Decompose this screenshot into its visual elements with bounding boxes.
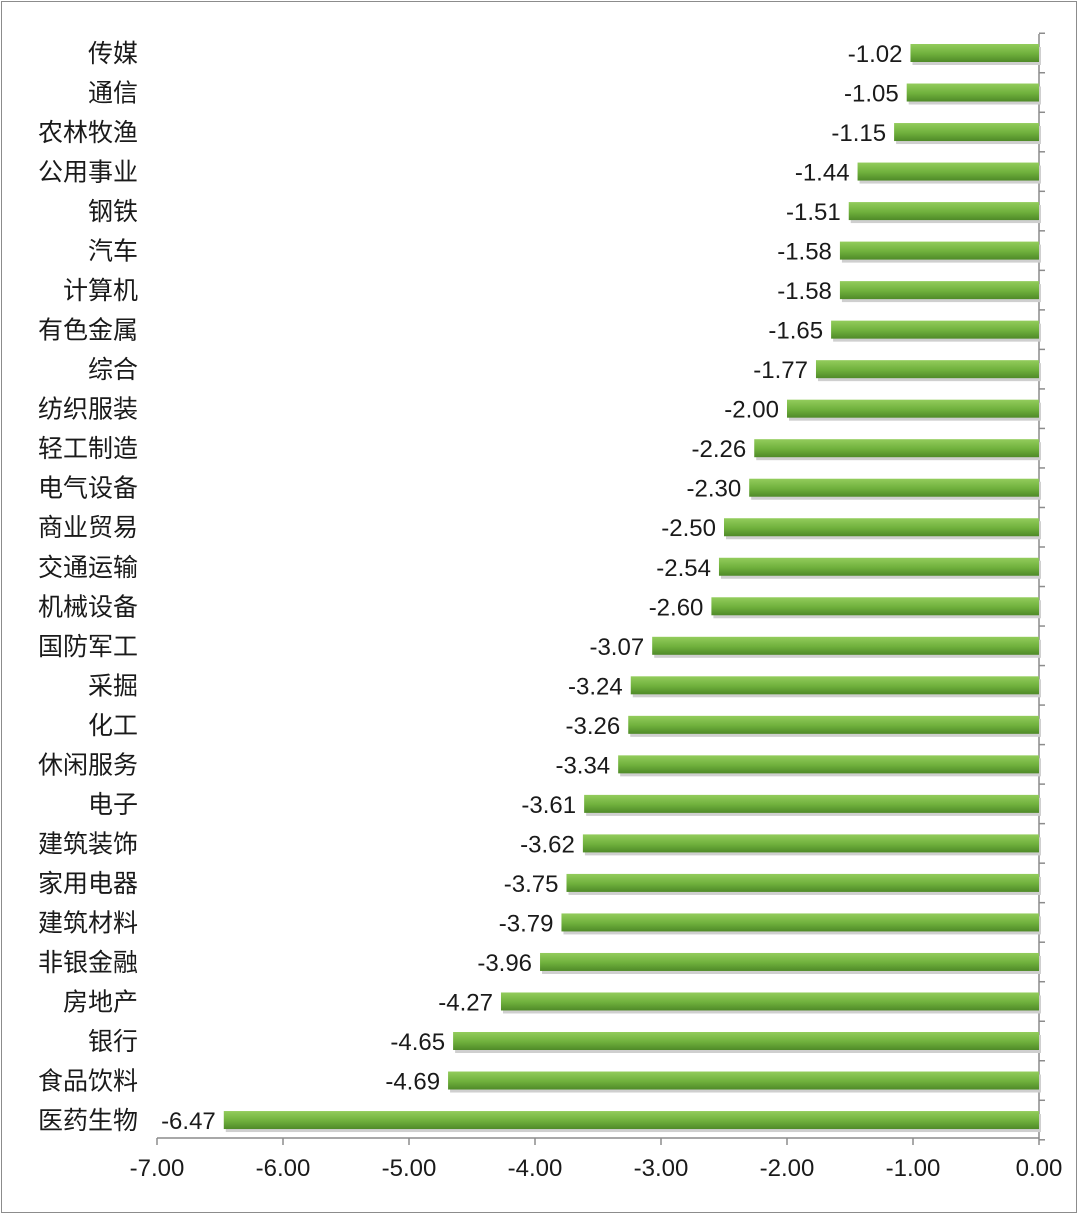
value-label: -3.79	[499, 910, 554, 937]
category-label: 家用电器	[38, 869, 138, 898]
bar	[848, 202, 1039, 221]
value-label: -3.62	[520, 831, 575, 858]
category-label: 有色金属	[38, 316, 138, 345]
x-tick-label: -6.00	[256, 1155, 311, 1182]
x-tick-label: -3.00	[634, 1155, 689, 1182]
value-label: -4.69	[385, 1069, 440, 1096]
bar	[724, 518, 1039, 537]
category-label: 建筑材料	[38, 908, 138, 937]
bar	[223, 1111, 1039, 1130]
category-label: 商业贸易	[38, 513, 138, 542]
bar	[831, 320, 1039, 339]
category-label: 钢铁	[88, 197, 138, 226]
bar	[894, 123, 1039, 142]
x-tick-label: -5.00	[382, 1155, 437, 1182]
value-label: -1.51	[786, 199, 841, 226]
value-label: -1.02	[848, 41, 903, 68]
x-tick-label: -2.00	[760, 1155, 815, 1182]
category-label: 纺织服装	[38, 395, 138, 424]
value-label: -2.54	[656, 555, 711, 582]
category-label: 电气设备	[38, 474, 138, 503]
category-label: 医药生物	[38, 1106, 138, 1135]
category-label: 通信	[88, 79, 138, 108]
category-label: 采掘	[88, 671, 138, 700]
bar	[711, 597, 1039, 616]
x-tick-label: -1.00	[886, 1155, 941, 1182]
value-label: -3.34	[555, 752, 610, 779]
category-label: 轻工制造	[38, 434, 138, 463]
category-label: 化工	[88, 711, 138, 740]
value-label: -3.96	[477, 950, 532, 977]
x-tick-label: -7.00	[130, 1155, 185, 1182]
value-label: -1.15	[831, 120, 886, 147]
value-label: -3.61	[521, 792, 576, 819]
bar	[561, 913, 1039, 932]
value-label: -3.24	[568, 673, 623, 700]
category-label: 综合	[88, 355, 138, 384]
bar-layer	[223, 44, 1042, 1133]
category-label: 交通运输	[38, 553, 138, 582]
value-label: -1.58	[777, 239, 832, 266]
bar	[628, 715, 1039, 734]
bar	[618, 755, 1039, 774]
bar	[718, 557, 1039, 576]
bar	[652, 636, 1039, 655]
category-label: 休闲服务	[38, 750, 138, 779]
bar	[582, 834, 1039, 853]
bar	[453, 1032, 1040, 1050]
value-label: -4.27	[438, 989, 493, 1016]
category-label: 房地产	[63, 987, 138, 1016]
bar	[540, 952, 1039, 971]
value-label: -3.75	[504, 871, 559, 898]
bar	[857, 162, 1039, 181]
value-label: -2.26	[692, 436, 747, 463]
bar	[630, 676, 1039, 695]
value-label: -1.58	[777, 278, 832, 305]
bar	[500, 992, 1040, 1011]
value-label: -1.65	[768, 318, 823, 345]
category-label: 农林牧渔	[38, 118, 138, 147]
bar	[815, 360, 1039, 379]
category-label: 建筑装饰	[38, 829, 138, 858]
x-tick-label: 0.00	[1016, 1155, 1063, 1182]
bar	[839, 241, 1039, 260]
category-label: 非银金融	[38, 948, 138, 977]
category-label: 银行	[88, 1027, 138, 1056]
value-label: -2.60	[649, 594, 704, 621]
value-label: -1.05	[844, 81, 899, 108]
bar	[839, 281, 1039, 300]
category-label: 汽车	[88, 237, 138, 266]
value-label: -6.47	[161, 1108, 216, 1135]
bar	[754, 439, 1039, 458]
value-label: -2.30	[686, 476, 741, 503]
bar	[906, 83, 1039, 102]
bar	[584, 794, 1039, 813]
category-label: 国防军工	[38, 632, 138, 661]
bar	[787, 399, 1039, 418]
value-label: -3.26	[566, 713, 621, 740]
bar	[910, 44, 1039, 62]
category-label: 传媒	[88, 39, 138, 68]
value-label: -4.65	[390, 1029, 445, 1056]
category-label: 计算机	[63, 276, 138, 305]
value-label: -2.00	[724, 397, 779, 424]
label-layer: -1.02 传媒 -1.05 通信 -1.15 农林牧渔 -1.44 公用事业 -1.51 钢铁 -…	[38, 39, 902, 1135]
category-label: 食品饮料	[38, 1067, 138, 1096]
bar	[566, 873, 1039, 892]
category-label: 机械设备	[38, 592, 138, 621]
category-label: 公用事业	[38, 158, 138, 187]
value-label: -1.44	[795, 160, 850, 187]
value-label: -1.77	[753, 357, 808, 384]
value-label: -2.50	[661, 515, 716, 542]
value-label: -3.07	[589, 634, 644, 661]
bar	[749, 478, 1039, 497]
bar	[448, 1071, 1039, 1090]
x-tick-label: -4.00	[508, 1155, 563, 1182]
category-label: 电子	[88, 790, 138, 819]
